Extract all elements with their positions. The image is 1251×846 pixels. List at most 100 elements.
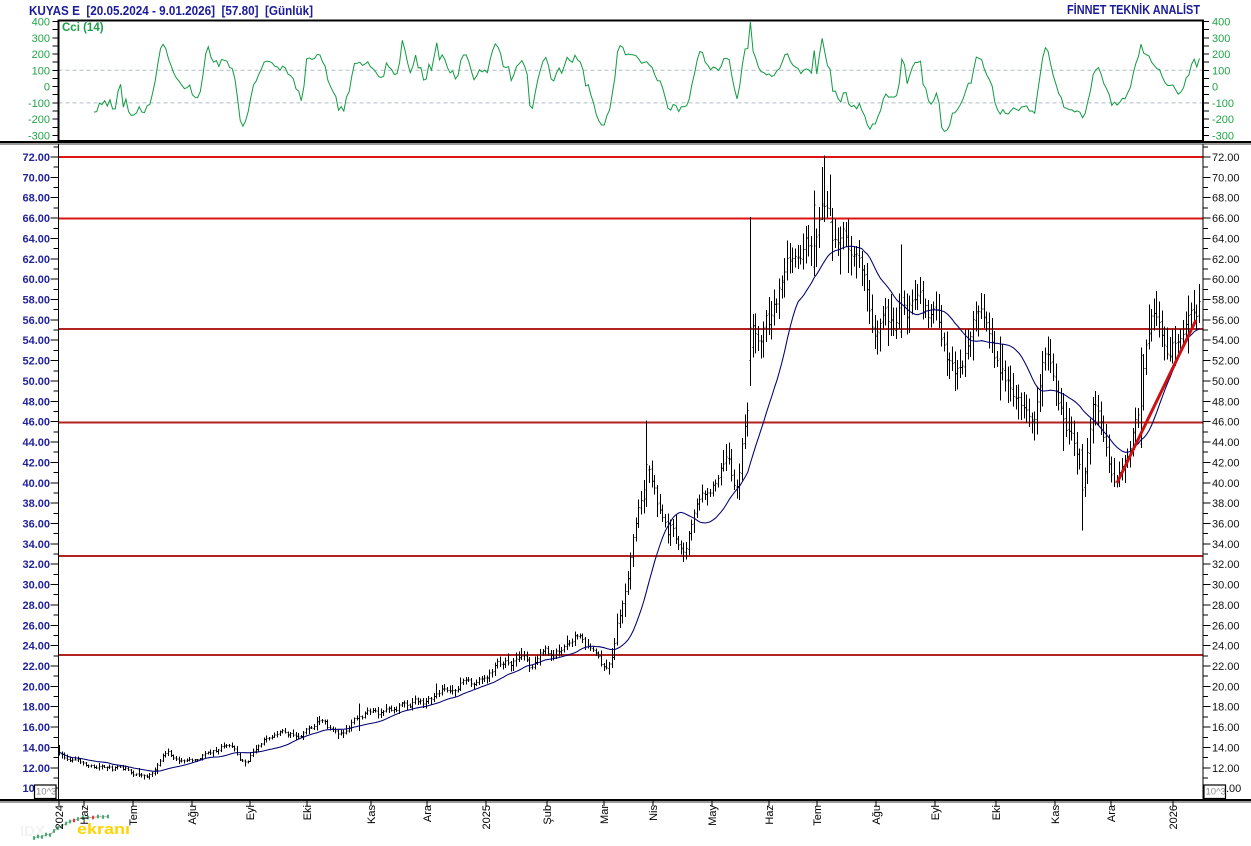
- svg-text:22.00: 22.00: [1212, 661, 1240, 673]
- svg-text:34.00: 34.00: [1212, 539, 1240, 551]
- svg-text:16.00: 16.00: [22, 722, 50, 734]
- svg-text:54.00: 54.00: [22, 335, 50, 347]
- svg-text:50.00: 50.00: [22, 376, 50, 388]
- svg-text:12.00: 12.00: [22, 763, 50, 775]
- svg-text:68.00: 68.00: [22, 193, 50, 205]
- svg-text:-300: -300: [1212, 130, 1234, 142]
- svg-text:48.00: 48.00: [1212, 396, 1240, 408]
- svg-text:50.00: 50.00: [1212, 376, 1240, 388]
- svg-text:62.00: 62.00: [1212, 254, 1240, 266]
- svg-text:12.00: 12.00: [1212, 763, 1240, 775]
- svg-text:Ara: Ara: [422, 804, 434, 822]
- svg-text:44.00: 44.00: [22, 437, 50, 449]
- svg-text:46.00: 46.00: [22, 417, 50, 429]
- svg-text:66.00: 66.00: [22, 213, 50, 225]
- svg-text:300: 300: [32, 33, 50, 45]
- svg-text:300: 300: [1212, 33, 1230, 45]
- svg-text:24.00: 24.00: [1212, 641, 1240, 653]
- svg-text:-100: -100: [28, 98, 50, 110]
- svg-text:0: 0: [1212, 82, 1218, 94]
- svg-text:64.00: 64.00: [1212, 233, 1240, 245]
- svg-text:Haz: Haz: [79, 805, 91, 825]
- svg-text:-200: -200: [1212, 114, 1234, 126]
- svg-text:May: May: [707, 805, 719, 826]
- svg-text:2024: 2024: [54, 805, 66, 829]
- svg-text:60.00: 60.00: [1212, 274, 1240, 286]
- svg-text:42.00: 42.00: [1212, 457, 1240, 469]
- svg-text:Eki: Eki: [991, 805, 1003, 820]
- svg-text:38.00: 38.00: [1212, 498, 1240, 510]
- svg-text:24.00: 24.00: [22, 641, 50, 653]
- svg-text:2026: 2026: [1168, 805, 1180, 829]
- svg-text:100: 100: [32, 65, 50, 77]
- svg-text:Tem: Tem: [812, 805, 824, 826]
- svg-text:-200: -200: [28, 114, 50, 126]
- svg-text:36.00: 36.00: [1212, 519, 1240, 531]
- svg-text:58.00: 58.00: [22, 295, 50, 307]
- svg-text:FİNNET TEKNİK ANALİST: FİNNET TEKNİK ANALİST: [1067, 2, 1200, 17]
- svg-text:200: 200: [32, 49, 50, 61]
- svg-text:Haz: Haz: [764, 805, 776, 825]
- svg-text:18.00: 18.00: [22, 702, 50, 714]
- svg-text:400: 400: [32, 17, 50, 29]
- svg-text:ekranı: ekranı: [77, 822, 130, 838]
- svg-text:200: 200: [1212, 49, 1230, 61]
- svg-text:2025: 2025: [481, 805, 493, 829]
- svg-text:72.00: 72.00: [22, 152, 50, 164]
- svg-text:.00: .00: [1226, 783, 1241, 795]
- svg-text:30.00: 30.00: [1212, 580, 1240, 592]
- svg-text:Kas: Kas: [366, 805, 378, 824]
- svg-text:52.00: 52.00: [22, 356, 50, 368]
- svg-text:100: 100: [1212, 65, 1230, 77]
- svg-text:10^3: 10^3: [36, 787, 56, 798]
- svg-text:28.00: 28.00: [1212, 600, 1240, 612]
- svg-text:30.00: 30.00: [22, 580, 50, 592]
- svg-text:-300: -300: [28, 130, 50, 142]
- svg-text:14.00: 14.00: [1212, 742, 1240, 754]
- svg-text:58.00: 58.00: [1212, 295, 1240, 307]
- svg-text:68.00: 68.00: [1212, 193, 1240, 205]
- svg-text:18.00: 18.00: [1212, 702, 1240, 714]
- svg-text:-100: -100: [1212, 98, 1234, 110]
- svg-text:60.00: 60.00: [22, 274, 50, 286]
- svg-text:Eki: Eki: [302, 805, 314, 820]
- svg-text:44.00: 44.00: [1212, 437, 1240, 449]
- svg-text:28.00: 28.00: [22, 600, 50, 612]
- svg-text:400: 400: [1212, 17, 1230, 29]
- svg-text:Ağu: Ağu: [187, 805, 199, 825]
- svg-text:64.00: 64.00: [22, 233, 50, 245]
- svg-text:54.00: 54.00: [1212, 335, 1240, 347]
- svg-text:70.00: 70.00: [1212, 172, 1240, 184]
- svg-text:62.00: 62.00: [22, 254, 50, 266]
- svg-text:20.00: 20.00: [1212, 681, 1240, 693]
- svg-text:20.00: 20.00: [22, 681, 50, 693]
- svg-text:Eyl: Eyl: [930, 805, 942, 820]
- svg-text:Ağu: Ağu: [871, 805, 883, 825]
- svg-text:Tem: Tem: [128, 805, 140, 826]
- svg-text:72.00: 72.00: [1212, 152, 1240, 164]
- svg-text:Şub: Şub: [542, 805, 554, 825]
- svg-text:46.00: 46.00: [1212, 417, 1240, 429]
- svg-text:16.00: 16.00: [1212, 722, 1240, 734]
- svg-text:Eyl: Eyl: [245, 805, 257, 820]
- svg-text:Ara: Ara: [1106, 804, 1118, 822]
- svg-text:34.00: 34.00: [22, 539, 50, 551]
- svg-text:66.00: 66.00: [1212, 213, 1240, 225]
- svg-text:Cci (14): Cci (14): [62, 22, 104, 34]
- svg-text:Mar: Mar: [599, 805, 611, 824]
- svg-text:40.00: 40.00: [1212, 478, 1240, 490]
- svg-text:56.00: 56.00: [22, 315, 50, 327]
- svg-text:32.00: 32.00: [1212, 559, 1240, 571]
- svg-text:26.00: 26.00: [22, 620, 50, 632]
- svg-text:Kas: Kas: [1050, 805, 1062, 824]
- svg-text:KUYAS E [20.05.2024 - 9.01.20: KUYAS E [20.05.2024 - 9.01.2026] [57.80]…: [29, 3, 313, 18]
- svg-text:52.00: 52.00: [1212, 356, 1240, 368]
- svg-text:70.00: 70.00: [22, 172, 50, 184]
- svg-text:48.00: 48.00: [22, 396, 50, 408]
- svg-text:32.00: 32.00: [22, 559, 50, 571]
- svg-text:42.00: 42.00: [22, 457, 50, 469]
- svg-text:22.00: 22.00: [22, 661, 50, 673]
- svg-text:26.00: 26.00: [1212, 620, 1240, 632]
- svg-text:14.00: 14.00: [22, 742, 50, 754]
- svg-text:0: 0: [44, 82, 50, 94]
